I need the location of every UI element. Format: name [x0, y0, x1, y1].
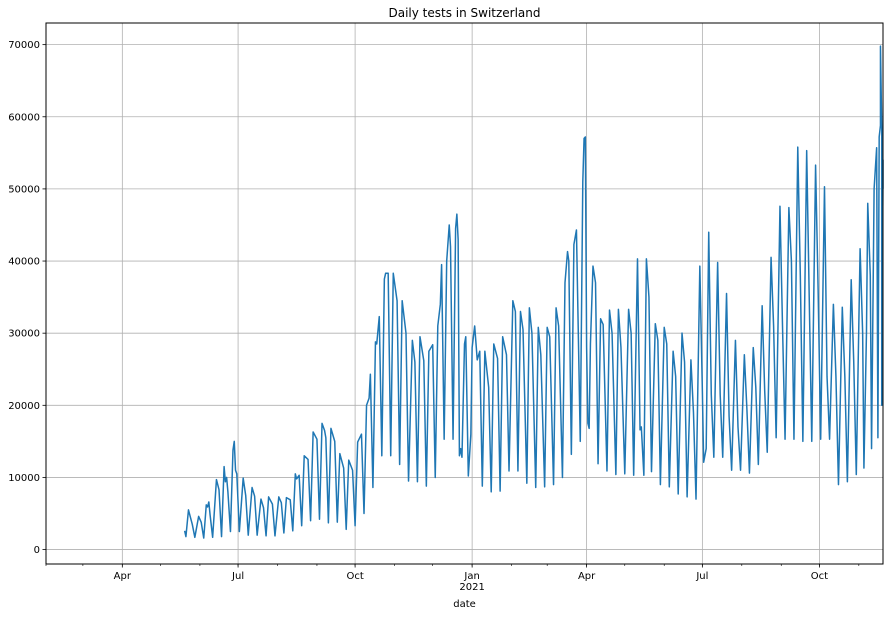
- x-tick-label: Apr: [578, 571, 596, 582]
- y-tick-label: 0: [34, 545, 40, 556]
- x-tick-sublabel: 2021: [459, 582, 484, 593]
- y-tick-label: 30000: [8, 329, 40, 340]
- y-tick-label: 50000: [8, 184, 40, 195]
- x-tick-label: Oct: [811, 571, 828, 582]
- x-tick-label: Oct: [346, 571, 363, 582]
- y-tick-label: 20000: [8, 401, 40, 412]
- x-tick-label: Apr: [114, 571, 132, 582]
- y-tick-label: 60000: [8, 112, 40, 123]
- series-layer: [183, 45, 884, 539]
- plot-frame: [45, 22, 884, 565]
- x-axis-title: date: [453, 599, 476, 610]
- x-tick-label: Jul: [695, 571, 708, 582]
- y-tick-label: 40000: [8, 257, 40, 268]
- chart-title: Daily tests in Switzerland: [388, 6, 540, 20]
- ticks: 0 10000 20000 30000 40000 50000 60000 70000 Apr J…: [8, 40, 860, 593]
- x-tick-label: Jan: [463, 571, 479, 582]
- y-tick-label: 10000: [8, 473, 40, 484]
- y-tick-label: 70000: [8, 40, 40, 51]
- series-line: [183, 45, 884, 539]
- x-tick-label: Jul: [231, 571, 244, 582]
